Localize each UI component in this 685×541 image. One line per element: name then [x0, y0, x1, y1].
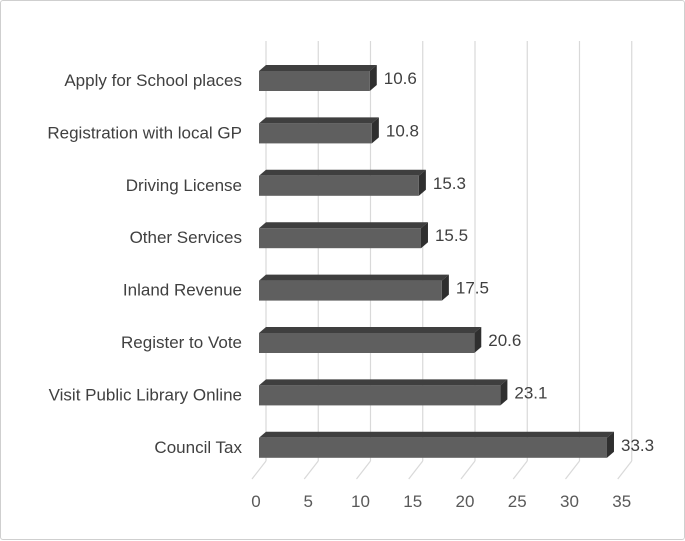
bar-front-face: [259, 437, 607, 458]
category-label: Registration with local GP: [47, 123, 242, 142]
bar-front-face: [259, 385, 501, 406]
bar-top-face: [259, 222, 428, 229]
bar-top-face: [259, 327, 482, 333]
bar: [259, 379, 508, 406]
bar-side-face: [500, 379, 508, 406]
x-tick-label: 30: [560, 492, 579, 511]
category-label: Register to Vote: [121, 333, 242, 352]
x-tick-label: 20: [456, 492, 475, 511]
bar-side-face: [418, 169, 426, 196]
bar-top-face: [259, 379, 508, 386]
bar: [259, 169, 426, 196]
bar-side-face: [369, 65, 377, 91]
bar-side-face: [474, 327, 482, 353]
bar-front-face: [259, 71, 370, 91]
data-label: 10.6: [384, 69, 417, 88]
data-label: 23.1: [514, 383, 547, 402]
data-label: 10.8: [386, 121, 419, 140]
grid-floor-line: [251, 460, 267, 480]
grid-lines: [251, 41, 633, 480]
category-label: Apply for School places: [64, 71, 242, 90]
x-tick-label: 10: [351, 492, 370, 511]
grid-floor-line: [512, 460, 528, 480]
x-tick-label: 15: [403, 492, 422, 511]
data-label: 15.3: [433, 174, 466, 193]
x-tick-label: 5: [304, 492, 313, 511]
grid-floor-line: [356, 460, 371, 480]
grid-floor-line: [565, 460, 580, 480]
bar-top-face: [259, 274, 449, 281]
data-label: 17.5: [456, 279, 489, 298]
category-label: Other Services: [130, 228, 242, 247]
grid-floor-line: [408, 460, 424, 480]
category-label: Inland Revenue: [123, 281, 242, 300]
bar-front-face: [259, 175, 419, 196]
bar: [259, 274, 449, 301]
bar-top-face: [259, 117, 379, 124]
grid-floor-line: [303, 460, 319, 480]
category-label: Visit Public Library Online: [49, 385, 242, 404]
data-labels: 10.6 10.8 15.3 15.5 17.5 20.6 23.1 33.3: [384, 69, 654, 455]
x-tick-label: 35: [612, 492, 631, 511]
bar: [259, 431, 614, 458]
bar-side-face: [606, 431, 614, 458]
data-label: 15.5: [435, 226, 468, 245]
bar-front-face: [259, 333, 475, 353]
bar-top-face: [259, 431, 614, 438]
bar-side-face: [371, 117, 379, 144]
category-label: Driving License: [126, 176, 242, 195]
bar: [259, 65, 377, 91]
bar-side-face: [420, 222, 428, 249]
bar: [259, 222, 428, 249]
bar: [259, 117, 379, 144]
category-labels: Apply for School places Registration with…: [47, 71, 242, 457]
x-tick-label: 25: [508, 492, 527, 511]
bar: [259, 327, 482, 353]
grid-floor-line: [460, 460, 476, 480]
category-label: Council Tax: [154, 438, 242, 457]
grid-floor-line: [617, 460, 633, 480]
bar-top-face: [259, 169, 426, 176]
data-label: 33.3: [621, 436, 654, 455]
bar-front-face: [259, 280, 442, 301]
x-tick-label: 0: [251, 492, 260, 511]
bar-front-face: [259, 228, 421, 249]
bar-front-face: [259, 123, 372, 144]
x-axis-tick-labels: 0 5 10 15 20 25 30 35: [251, 492, 631, 511]
bar-side-face: [441, 274, 449, 301]
bars: [259, 65, 614, 458]
data-label: 20.6: [488, 331, 521, 350]
bar-top-face: [259, 65, 377, 71]
